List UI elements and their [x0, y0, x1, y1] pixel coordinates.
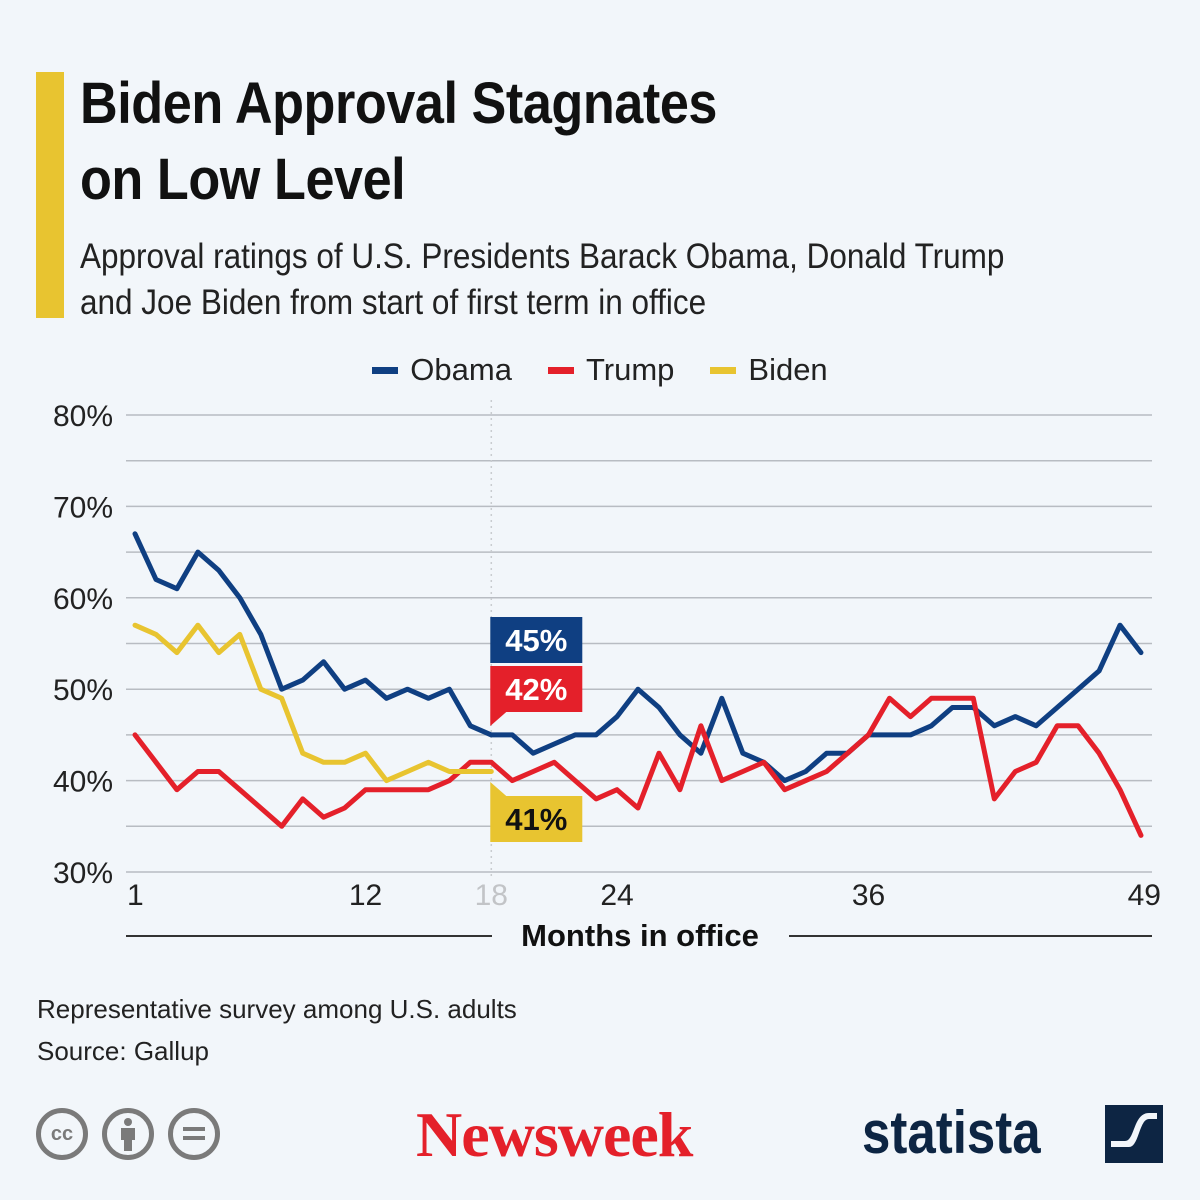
series-line-biden: [132, 622, 494, 784]
annotations: 45% 42% 41%: [490, 617, 583, 842]
chart-legend: Obama Trump Biden: [0, 352, 1200, 388]
license-icons[interactable]: cc: [36, 1108, 220, 1160]
annotation-trump: 42%: [490, 666, 583, 726]
person-glyph: [121, 1118, 135, 1151]
x-axis-label: Months in office: [521, 918, 759, 953]
x-axis-label-group: Months in office: [126, 918, 1152, 953]
y-axis-ticks: 30% 40% 50% 60% 70% 80%: [53, 400, 113, 890]
x-axis-ticks: 1 12 18 24 36 49: [127, 879, 1161, 912]
y-tick-label: 60%: [53, 583, 113, 616]
legend-swatch-biden: [710, 366, 737, 374]
x-tick-label: 1: [127, 879, 144, 912]
legend-label-obama: Obama: [410, 352, 512, 387]
y-tick-label: 70%: [53, 491, 113, 524]
x-tick-label: 18: [475, 879, 508, 912]
subtitle-line-1: Approval ratings of U.S. Presidents Bara…: [80, 237, 1005, 276]
title-line-2: on Low Level: [80, 147, 406, 212]
y-tick-label: 30%: [53, 857, 113, 890]
annotation-pointer: [490, 782, 507, 796]
line-chart: 30% 40% 50% 60% 70% 80% 1 12 18 24 36 49 45% 42% 41%…: [53, 400, 1161, 953]
annotation-biden: 41%: [490, 782, 583, 842]
annotation-label: 42%: [505, 672, 567, 707]
annotation-box: [490, 617, 583, 663]
statista-mark-icon: [1105, 1105, 1163, 1163]
subtitle-line-2: and Joe Biden from start of first term i…: [80, 283, 707, 322]
series-line-trump: [132, 695, 1144, 838]
legend-item-biden: Biden: [710, 352, 828, 388]
y-tick-label: 40%: [53, 766, 113, 799]
series-lines: [132, 531, 1144, 838]
x-tick-label: 49: [1128, 879, 1161, 912]
cc-icon[interactable]: cc: [36, 1108, 88, 1160]
y-tick-label: 50%: [53, 674, 113, 707]
annotation-label: 45%: [505, 623, 567, 658]
page-title: Biden Approval Stagnates on Low Level: [80, 66, 717, 218]
annotation-obama: 45%: [490, 617, 583, 663]
legend-swatch-trump: [547, 366, 574, 374]
legend-label-biden: Biden: [748, 352, 828, 387]
legend-swatch-obama: [372, 366, 399, 374]
equals-glyph: [183, 1127, 205, 1140]
y-tick-label: 80%: [53, 400, 113, 433]
annotation-pointer: [490, 712, 507, 726]
subtitle: Approval ratings of U.S. Presidents Bara…: [80, 234, 1160, 326]
newsweek-logo[interactable]: Newsweek: [416, 1099, 693, 1170]
x-tick-label: 12: [349, 879, 382, 912]
cc-icon-label: cc: [50, 1122, 74, 1145]
annotation-label: 41%: [505, 802, 567, 837]
x-tick-label: 24: [600, 879, 633, 912]
source-note: Source: Gallup: [37, 1036, 209, 1066]
legend-label-trump: Trump: [585, 352, 675, 387]
x-tick-label: 36: [852, 879, 885, 912]
survey-note: Representative survey among U.S. adults: [37, 994, 517, 1024]
statista-logo[interactable]: statista: [862, 1099, 1041, 1166]
annotation-box: [490, 796, 583, 842]
series-line-obama: [132, 531, 1144, 784]
attribution-icon[interactable]: [102, 1108, 154, 1160]
annotation-box: [490, 666, 583, 712]
no-derivatives-icon[interactable]: [168, 1108, 220, 1160]
title-line-1: Biden Approval Stagnates: [80, 71, 717, 136]
title-accent-bar: [36, 72, 64, 318]
legend-item-obama: Obama: [372, 352, 512, 388]
legend-item-trump: Trump: [547, 352, 675, 388]
